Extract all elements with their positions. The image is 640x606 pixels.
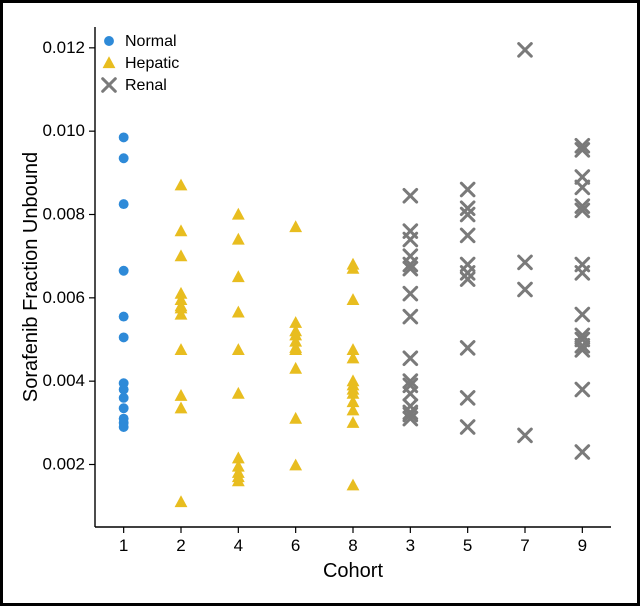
y-tick-label: 0.008 bbox=[42, 205, 85, 224]
y-tick-label: 0.012 bbox=[42, 38, 85, 57]
legend-label: Renal bbox=[125, 77, 167, 94]
data-point bbox=[232, 208, 245, 220]
data-point bbox=[119, 332, 129, 342]
legend-label: Hepatic bbox=[125, 55, 179, 72]
data-point bbox=[232, 343, 245, 355]
x-tick-label: 1 bbox=[119, 536, 128, 555]
data-point bbox=[119, 393, 129, 403]
data-point bbox=[232, 270, 245, 282]
data-point bbox=[175, 224, 188, 236]
x-tick-label: 4 bbox=[234, 536, 243, 555]
y-axis-label: Sorafenib Fraction Unbound bbox=[20, 152, 42, 402]
data-point bbox=[104, 36, 114, 46]
data-point bbox=[175, 179, 188, 191]
data-point bbox=[119, 153, 129, 163]
data-point bbox=[119, 422, 129, 432]
data-point bbox=[289, 412, 302, 424]
data-point bbox=[175, 343, 188, 355]
data-point bbox=[175, 495, 188, 507]
data-point bbox=[347, 479, 360, 491]
chart-frame: 0.002 0.004 0.006 0.008 0.010 0.012 1 2 4 6 8 3 5 7 9 C… bbox=[0, 0, 640, 606]
data-point bbox=[103, 56, 116, 68]
data-point bbox=[175, 249, 188, 261]
data-point bbox=[347, 293, 360, 305]
x-tick-label: 3 bbox=[406, 536, 415, 555]
x-tick-label: 7 bbox=[520, 536, 529, 555]
x-tick-label: 8 bbox=[348, 536, 357, 555]
y-tick-label: 0.010 bbox=[42, 121, 85, 140]
data-point bbox=[119, 199, 129, 209]
x-tick-label: 2 bbox=[176, 536, 185, 555]
data-point bbox=[175, 389, 188, 401]
data-point bbox=[289, 459, 302, 471]
data-point bbox=[289, 362, 302, 374]
x-axis-label: Cohort bbox=[323, 560, 383, 582]
data-point bbox=[289, 220, 302, 232]
y-tick-label: 0.002 bbox=[42, 455, 85, 474]
x-tick-label: 5 bbox=[463, 536, 472, 555]
scatter-chart: 0.002 0.004 0.006 0.008 0.010 0.012 1 2 4 6 8 3 5 7 9 C… bbox=[17, 17, 623, 589]
data-point bbox=[119, 403, 129, 413]
data-point bbox=[119, 132, 129, 142]
legend-label: Normal bbox=[125, 33, 177, 50]
x-tick-label: 6 bbox=[291, 536, 300, 555]
data-point bbox=[347, 416, 360, 428]
y-tick-label: 0.006 bbox=[42, 288, 85, 307]
data-point bbox=[232, 306, 245, 318]
data-point bbox=[232, 233, 245, 245]
y-tick-label: 0.004 bbox=[42, 371, 85, 390]
x-tick-label: 9 bbox=[578, 536, 587, 555]
data-point bbox=[119, 266, 129, 276]
data-point bbox=[119, 312, 129, 322]
data-point bbox=[232, 387, 245, 399]
data-point bbox=[175, 402, 188, 414]
